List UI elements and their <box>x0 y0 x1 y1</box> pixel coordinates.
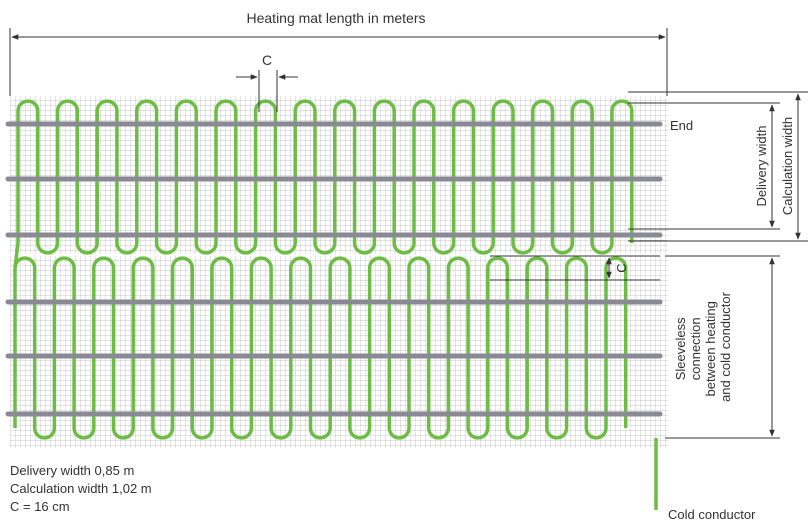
sleeveless-line-3: between heating <box>703 301 718 396</box>
support-rods <box>5 121 663 417</box>
sleeveless-line-1: Sleeveless <box>673 317 688 380</box>
length-label: Heating mat length in meters <box>247 10 426 26</box>
mesh-upper <box>10 96 668 254</box>
heating-cable-lower-path <box>13 256 628 440</box>
cold-conductor-label: Cold conductor <box>668 507 756 522</box>
heating-cable-upper-path <box>16 99 634 255</box>
heating-cable-lower <box>13 256 628 440</box>
calculation-width-label: Calculation width <box>780 117 795 215</box>
delivery-width-label: Delivery width <box>754 126 769 207</box>
spacing-label-top: C <box>262 52 272 68</box>
note-c-value: C = 16 cm <box>10 499 70 514</box>
spacing-label-side: C <box>614 263 629 272</box>
mesh-lower <box>10 256 668 448</box>
sleeveless-line-4: and cold conductor <box>718 291 733 402</box>
note-delivery-width: Delivery width 0,85 m <box>10 463 135 478</box>
note-calculation-width: Calculation width 1,02 m <box>10 481 152 496</box>
sleeveless-line-2: connection <box>688 317 703 380</box>
sleeveless-label: Sleeveless connection between heating an… <box>673 291 733 402</box>
end-label: End <box>670 118 693 133</box>
